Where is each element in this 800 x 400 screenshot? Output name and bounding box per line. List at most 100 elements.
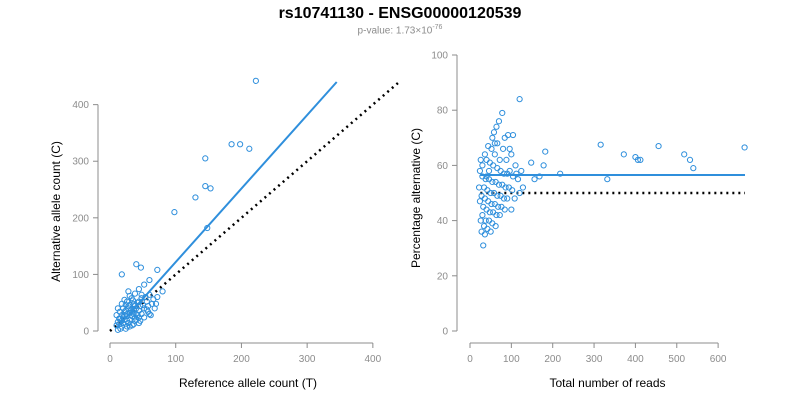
right-data-point	[542, 148, 549, 155]
right-data-point	[486, 209, 493, 216]
right-data-point	[508, 151, 515, 158]
left-data-point	[141, 281, 148, 288]
right-data-point	[489, 134, 496, 141]
right-data-point	[501, 134, 508, 141]
left-data-point	[118, 271, 125, 278]
left-x-axis-title: Reference allele count (T)	[179, 376, 317, 390]
left-data-point	[143, 306, 150, 313]
right-data-point	[479, 211, 486, 219]
right-data-point	[491, 200, 498, 208]
right-data-point	[516, 189, 523, 197]
right-data-point	[492, 223, 499, 230]
right-data-point	[495, 181, 503, 188]
right-data-point	[681, 151, 688, 158]
left-data-point	[131, 314, 139, 321]
right-data-point	[498, 203, 505, 210]
right-data-point	[505, 184, 512, 191]
right-data-point	[495, 203, 502, 210]
right-data-point	[690, 165, 697, 172]
left-data-point	[146, 310, 153, 318]
right-data-point	[499, 109, 506, 117]
right-data-point	[480, 184, 488, 191]
right-y-tick-label: 20	[437, 271, 449, 282]
right-data-point	[475, 184, 483, 191]
right-data-point	[488, 200, 495, 208]
right-data-point	[519, 184, 527, 191]
left-data-point	[126, 323, 133, 330]
left-y-tick-label: 300	[72, 157, 89, 168]
left-y-axis-title: Alternative allele count (C)	[49, 141, 63, 282]
right-data-point	[479, 162, 486, 169]
right-data-point	[477, 156, 484, 163]
right-data-point	[481, 195, 488, 202]
right-data-point	[493, 123, 500, 130]
right-data-point	[604, 176, 611, 183]
right-data-point	[485, 217, 493, 224]
right-x-tick-label: 500	[668, 354, 685, 365]
right-data-point	[528, 159, 535, 166]
p-value-exponent: -76	[432, 24, 443, 31]
right-y-tick-label: 60	[437, 161, 449, 172]
left-data-point	[137, 264, 144, 271]
right-data-point	[480, 203, 487, 210]
left-x-tick-label: 400	[365, 354, 382, 365]
right-y-tick-label: 40	[437, 216, 449, 227]
left-fit-line	[115, 81, 338, 329]
right-data-point	[492, 178, 499, 186]
right-data-point	[516, 96, 523, 103]
right-data-point	[478, 228, 485, 235]
right-data-point	[487, 228, 494, 235]
right-x-tick-label: 600	[710, 354, 727, 365]
right-data-point	[496, 156, 503, 163]
right-data-point	[508, 206, 515, 213]
chart-subtitle: p-value: 1.73×10-76	[0, 24, 800, 36]
left-data-point	[152, 300, 160, 307]
right-data-point	[514, 176, 522, 183]
right-data-point	[509, 173, 517, 180]
left-data-point	[159, 288, 166, 295]
right-data-point	[491, 151, 498, 158]
right-data-point	[620, 151, 627, 158]
right-data-point	[490, 209, 497, 216]
left-data-point	[141, 314, 148, 321]
right-data-point	[637, 156, 644, 163]
right-x-tick-label: 400	[627, 354, 644, 365]
left-data-point	[139, 301, 146, 309]
right-data-point	[480, 242, 487, 249]
left-data-point	[116, 308, 123, 315]
right-data-point	[481, 151, 488, 158]
right-data-point	[506, 145, 513, 152]
right-x-tick-label: 100	[503, 354, 520, 365]
right-data-point	[512, 162, 519, 169]
right-data-point	[500, 170, 508, 177]
right-data-point	[502, 184, 509, 191]
left-reference-line	[109, 81, 400, 332]
left-data-point	[192, 194, 199, 201]
right-data-point	[494, 192, 501, 199]
left-data-point	[130, 300, 137, 307]
right-y-axis-title: Percentage alternative (C)	[409, 128, 423, 268]
right-data-point	[476, 167, 484, 175]
right-data-point	[509, 131, 517, 139]
left-data-point	[135, 286, 143, 293]
right-y-tick-label: 0	[442, 327, 448, 338]
left-plot-panel: 0 100 200 300 400 0 100 200 300 400 Reference alle…	[49, 77, 400, 390]
right-data-point	[499, 181, 506, 188]
right-data-point	[499, 145, 507, 152]
left-data-point	[207, 185, 214, 192]
right-data-point	[495, 118, 503, 125]
left-data-point	[202, 183, 209, 190]
left-data-point	[125, 303, 132, 310]
right-data-point	[686, 156, 694, 163]
p-value-text: p-value: 1.73×10	[357, 25, 433, 37]
left-data-point	[131, 290, 139, 297]
left-data-point	[228, 141, 235, 148]
right-data-point	[482, 176, 489, 183]
right-data-point	[500, 195, 508, 202]
left-data-point	[138, 291, 145, 298]
right-data-point	[504, 131, 512, 139]
right-data-point	[490, 129, 498, 136]
right-data-point	[503, 156, 510, 163]
right-data-point	[494, 165, 501, 172]
